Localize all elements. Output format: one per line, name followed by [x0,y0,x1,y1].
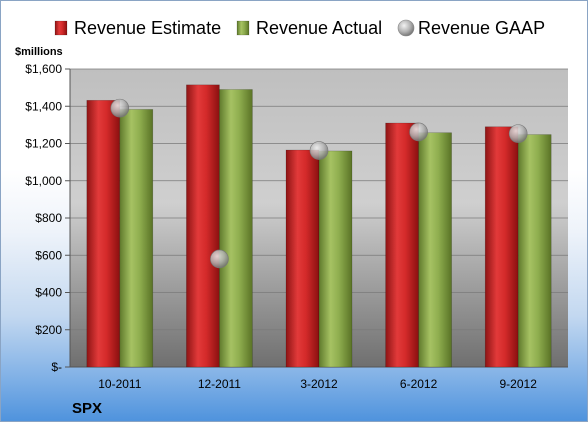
estimate-bar-9-2012 [484,126,519,368]
y-tick-label: $600 [35,248,62,262]
legend-label: Revenue Estimate [74,18,221,38]
x-tick-label: 6-2012 [400,377,438,391]
y-tick-label: $400 [35,286,62,300]
marker-group [110,98,528,269]
bar-group [86,84,552,368]
gaap-marker-3-2012 [309,141,329,160]
x-tick-label: 3-2012 [300,377,338,391]
gaap-marker-9-2012 [508,124,528,143]
x-tick-label: 12-2011 [198,377,241,391]
legend-label: Revenue Actual [256,18,382,38]
tick-labels: $- $200 $400 $600 $800 $1,000 $1,200 $1,400 $1,6… [25,62,537,391]
actual-bar-9-2012 [517,134,552,368]
y-tick-label: $1,200 [25,137,62,151]
y-axis-label: $millions [15,46,63,58]
estimate-bar-10-2011 [86,99,121,368]
actual-bar-12-2011 [219,89,253,368]
x-tick-label: 10-2011 [98,377,141,391]
y-tick-label: $800 [35,211,62,225]
legend-label: Revenue GAAP [418,18,545,38]
legend-swatch [236,20,250,36]
y-tick-label: $1,000 [25,174,62,188]
actual-bar-3-2012 [318,150,353,368]
y-tick-label: $- [51,360,62,374]
y-tick-label: $1,400 [25,99,62,113]
gaap-marker-6-2012 [409,122,428,142]
estimate-bar-3-2012 [285,149,320,368]
legend: Revenue Estimate Revenue Actual Revenue GA… [54,18,545,38]
estimate-bar-6-2012 [385,122,419,368]
gaap-marker-10-2011 [110,98,130,118]
y-tick-label: $200 [35,323,62,337]
actual-bar-10-2011 [119,109,154,368]
gaap-marker-12-2011 [210,249,229,269]
actual-bar-6-2012 [418,132,452,368]
y-tick-label: $1,600 [25,62,62,76]
estimate-bar-12-2011 [186,84,220,368]
company-label: SPX [72,400,102,417]
legend-gaap-swatch [397,19,415,37]
x-tick-label: 9-2012 [500,377,538,391]
legend-swatch [54,20,68,36]
